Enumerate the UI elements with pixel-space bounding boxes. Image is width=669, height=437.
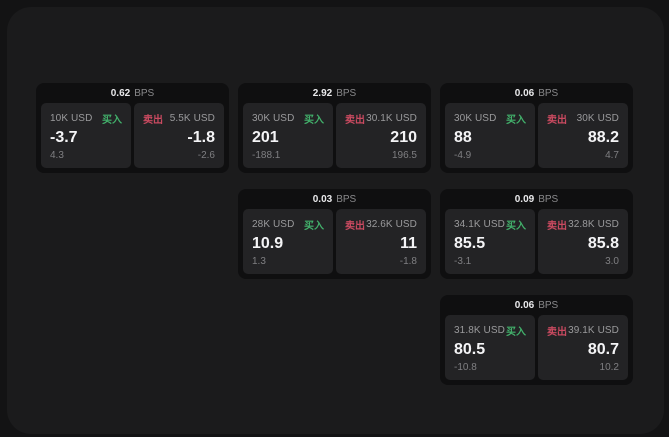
bps-unit: BPS — [538, 87, 559, 99]
buy-price: 88 — [454, 129, 472, 146]
bps-unit: BPS — [538, 299, 559, 311]
bps-value: 2.92 — [312, 87, 333, 99]
sell-label: 卖出 — [345, 221, 365, 232]
sell-label: 卖出 — [547, 115, 567, 126]
sell-label: 卖出 — [345, 115, 365, 126]
buy-panel[interactable]: 28K USD 买入 10.9 1.3 — [243, 209, 333, 274]
sell-amount: 30.1K USD — [366, 113, 417, 124]
buy-delta: -10.8 — [454, 362, 477, 373]
quote-card-6: 0.06 BPS 31.8K USD 买入 80.5 -10.8 卖出 39.1… — [440, 295, 633, 385]
buy-delta: -3.1 — [454, 256, 472, 267]
sell-amount: 30K USD — [576, 113, 619, 124]
bps-header: 0.09 BPS — [445, 189, 628, 209]
bps-value: 0.03 — [312, 193, 333, 205]
sell-amount: 32.8K USD — [568, 219, 619, 230]
buy-delta: 1.3 — [252, 256, 266, 267]
buy-price: -3.7 — [50, 129, 78, 146]
quote-card-2: 2.92 BPS 30K USD 买入 201 -188.1 卖出 30.1K … — [238, 83, 431, 173]
buy-panel[interactable]: 30K USD 买入 88 -4.9 — [445, 103, 535, 168]
sell-price: -1.8 — [187, 129, 215, 146]
sell-delta: 3.0 — [605, 256, 619, 267]
sell-label: 卖出 — [143, 115, 163, 126]
sell-panel[interactable]: 卖出 39.1K USD 80.7 10.2 — [538, 315, 628, 380]
bps-header: 0.06 BPS — [445, 295, 628, 315]
buy-amount: 28K USD — [252, 219, 295, 230]
bps-value: 0.06 — [514, 87, 535, 99]
sell-delta: 196.5 — [391, 150, 417, 161]
sell-panel[interactable]: 卖出 30.1K USD 210 196.5 — [336, 103, 426, 168]
sell-label: 卖出 — [547, 327, 567, 338]
buy-label: 买入 — [304, 115, 324, 126]
buy-amount: 31.8K USD — [454, 325, 505, 336]
sell-price: 80.7 — [587, 341, 619, 358]
bps-header: 0.06 BPS — [445, 83, 628, 103]
bps-value: 0.09 — [514, 193, 535, 205]
buy-delta: -188.1 — [252, 150, 281, 161]
quote-card-1: 0.62 BPS 10K USD 买入 -3.7 4.3 卖出 5.5K USD — [36, 83, 229, 173]
sell-amount: 39.1K USD — [568, 325, 619, 336]
buy-label: 买入 — [506, 221, 526, 232]
sell-price: 210 — [390, 129, 417, 146]
quotes-grid: 0.62 BPS 10K USD 买入 -3.7 4.3 卖出 5.5K USD — [36, 83, 633, 385]
sell-delta: 4.7 — [605, 150, 619, 161]
sell-panel[interactable]: 卖出 32.6K USD 11 -1.8 — [336, 209, 426, 274]
buy-panel[interactable]: 31.8K USD 买入 80.5 -10.8 — [445, 315, 535, 380]
bps-unit: BPS — [336, 87, 357, 99]
buy-price: 85.5 — [454, 235, 486, 252]
quotes-panel: 0.62 BPS 10K USD 买入 -3.7 4.3 卖出 5.5K USD — [7, 7, 664, 434]
buy-label: 买入 — [304, 221, 324, 232]
sell-panel[interactable]: 卖出 30K USD 88.2 4.7 — [538, 103, 628, 168]
buy-panel[interactable]: 10K USD 买入 -3.7 4.3 — [41, 103, 131, 168]
sell-delta: -2.6 — [197, 150, 215, 161]
buy-price: 80.5 — [454, 341, 486, 358]
quote-card-4: 0.03 BPS 28K USD 买入 10.9 1.3 卖出 32.6K US… — [238, 189, 431, 279]
buy-panel[interactable]: 34.1K USD 买入 85.5 -3.1 — [445, 209, 535, 274]
buy-amount: 30K USD — [454, 113, 497, 124]
bps-unit: BPS — [336, 193, 357, 205]
buy-delta: -4.9 — [454, 150, 472, 161]
sell-delta: -1.8 — [399, 256, 417, 267]
sell-price: 88.2 — [587, 129, 619, 146]
buy-amount: 34.1K USD — [454, 219, 505, 230]
bps-header: 0.62 BPS — [41, 83, 224, 103]
sell-label: 卖出 — [547, 221, 567, 232]
bps-value: 0.06 — [514, 299, 535, 311]
buy-price: 10.9 — [252, 235, 284, 252]
sell-amount: 32.6K USD — [366, 219, 417, 230]
quote-card-3: 0.06 BPS 30K USD 买入 88 -4.9 卖出 30K USD — [440, 83, 633, 173]
buy-delta: 4.3 — [50, 150, 64, 161]
quote-card-5: 0.09 BPS 34.1K USD 买入 85.5 -3.1 卖出 32.8K… — [440, 189, 633, 279]
sell-panel[interactable]: 卖出 32.8K USD 85.8 3.0 — [538, 209, 628, 274]
buy-label: 买入 — [506, 115, 526, 126]
sell-price: 85.8 — [587, 235, 619, 252]
buy-amount: 30K USD — [252, 113, 295, 124]
buy-label: 买入 — [102, 115, 122, 126]
buy-panel[interactable]: 30K USD 买入 201 -188.1 — [243, 103, 333, 168]
sell-amount: 5.5K USD — [169, 113, 215, 124]
buy-amount: 10K USD — [50, 113, 93, 124]
sell-delta: 10.2 — [599, 362, 619, 373]
sell-panel[interactable]: 卖出 5.5K USD -1.8 -2.6 — [134, 103, 224, 168]
buy-price: 201 — [252, 129, 279, 146]
sell-price: 11 — [400, 235, 417, 252]
buy-label: 买入 — [506, 327, 526, 338]
bps-unit: BPS — [134, 87, 155, 99]
bps-unit: BPS — [538, 193, 559, 205]
bps-value: 0.62 — [110, 87, 131, 99]
bps-header: 2.92 BPS — [243, 83, 426, 103]
bps-header: 0.03 BPS — [243, 189, 426, 209]
